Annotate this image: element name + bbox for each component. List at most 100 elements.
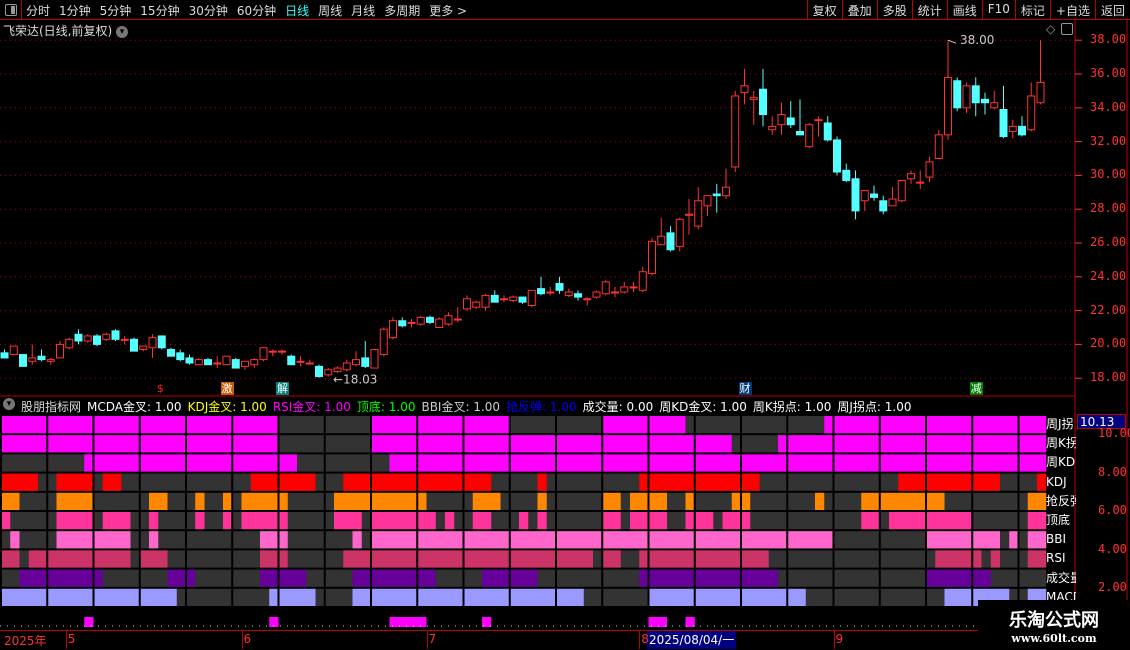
candle-body xyxy=(352,359,360,366)
toolbar-button[interactable]: +自选 xyxy=(1049,0,1095,20)
period-tab[interactable]: 1分钟 xyxy=(59,4,91,18)
panel-icon[interactable] xyxy=(1061,23,1073,35)
candle xyxy=(500,295,508,303)
indicator-value: RSI金叉: 1.00 xyxy=(272,400,351,414)
candle xyxy=(860,190,869,211)
candle-body xyxy=(638,271,647,291)
band-label: KDJ xyxy=(1046,474,1067,489)
toolbar-button[interactable]: 多股 xyxy=(876,0,912,20)
candle xyxy=(305,359,314,365)
band-segment xyxy=(1,550,20,568)
candle xyxy=(176,349,185,362)
toolbar-button[interactable]: 统计 xyxy=(911,0,947,20)
chevron-down-icon[interactable]: ▾ xyxy=(116,25,129,38)
candle-body xyxy=(888,198,897,207)
candle-body xyxy=(139,345,148,350)
candle xyxy=(379,327,388,357)
indicator-value: 顶底: 1.00 xyxy=(356,400,416,414)
layout-toggle-button[interactable] xyxy=(0,0,22,20)
band-label: 成交量 xyxy=(1046,570,1076,585)
band-segment xyxy=(639,569,778,587)
period-tab[interactable]: 15分钟 xyxy=(140,4,180,18)
chart-canvas[interactable]: 38.00 ←18.03 xyxy=(0,20,1130,630)
candle-body xyxy=(296,360,305,363)
candle-body xyxy=(786,117,795,126)
band-background xyxy=(1,473,1046,491)
candle xyxy=(93,334,101,347)
candle xyxy=(259,347,268,362)
band-label: RSI xyxy=(1046,551,1066,566)
candle-body xyxy=(194,359,203,366)
candle xyxy=(842,163,851,183)
toolbar-button[interactable]: F10 xyxy=(981,0,1015,20)
band-segment xyxy=(84,454,297,472)
candle xyxy=(611,286,619,298)
candle xyxy=(287,354,296,366)
candle xyxy=(509,295,518,303)
period-tab[interactable]: 月线 xyxy=(351,4,376,18)
stock-title[interactable]: 飞荣达(日线,前复权) ▾ xyxy=(3,22,129,39)
toolbar-button[interactable]: 标记 xyxy=(1014,0,1050,20)
candle xyxy=(796,99,804,136)
candle xyxy=(324,368,333,377)
toolbar-button[interactable]: 返回 xyxy=(1094,0,1130,20)
candle xyxy=(879,195,888,215)
candle-body xyxy=(130,338,138,352)
candle-body xyxy=(860,190,869,202)
candle xyxy=(222,355,231,366)
toolbar-button[interactable]: 画线 xyxy=(946,0,982,20)
candle-body xyxy=(9,345,18,356)
candle xyxy=(833,136,841,176)
candle xyxy=(19,354,27,367)
period-tab[interactable]: 更多 > xyxy=(429,4,468,18)
indicator-tick-label: 8.00 xyxy=(1098,464,1127,479)
candle xyxy=(398,317,407,328)
candle-body xyxy=(268,350,277,353)
band-segment xyxy=(685,512,714,530)
candle-body xyxy=(703,195,712,207)
toolbar-button[interactable]: 叠加 xyxy=(841,0,877,20)
candle xyxy=(426,315,434,325)
candle xyxy=(620,281,629,294)
candle-body xyxy=(1008,125,1017,132)
candle-body xyxy=(435,318,444,328)
candle-body xyxy=(546,291,555,294)
period-tab[interactable]: 5分钟 xyxy=(99,4,132,18)
band-segment xyxy=(269,588,316,606)
candle xyxy=(574,290,582,301)
signal-marker: 解 xyxy=(276,382,289,395)
candle-body xyxy=(56,343,64,359)
period-tab[interactable]: 周线 xyxy=(318,4,343,18)
band-segment xyxy=(472,512,492,530)
toolbar-button[interactable]: 复权 xyxy=(806,0,842,20)
period-tab[interactable]: 日线 xyxy=(285,4,310,18)
band-segment xyxy=(778,435,1047,453)
candle xyxy=(463,295,471,311)
candle xyxy=(490,290,499,303)
month-label: 6 xyxy=(243,632,252,646)
band-segment xyxy=(102,473,122,491)
price-tick-label: 30.00 xyxy=(1090,167,1127,182)
period-tab[interactable]: 30分钟 xyxy=(188,4,228,18)
band-segment xyxy=(861,492,945,510)
candle xyxy=(194,357,203,366)
candle xyxy=(481,293,490,311)
candle-body xyxy=(990,102,999,109)
period-tab[interactable]: 60分钟 xyxy=(236,4,277,18)
period-tab[interactable]: 多周期 xyxy=(384,4,421,18)
diamond-icon[interactable]: ◇ xyxy=(1046,22,1056,36)
band-segment xyxy=(149,512,159,530)
candle xyxy=(768,116,777,135)
candle xyxy=(971,77,980,117)
candle-body xyxy=(574,293,582,298)
chevron-down-icon[interactable]: ▾ xyxy=(3,398,15,410)
band-segment xyxy=(195,512,205,530)
indicator-name[interactable]: 股朋指标网 xyxy=(21,400,82,414)
candle-body xyxy=(361,357,370,367)
band-segment xyxy=(1027,492,1047,510)
candle xyxy=(740,68,749,105)
year-label: 2025年 xyxy=(4,634,47,648)
band-segment xyxy=(639,473,760,491)
candle xyxy=(28,344,37,365)
period-tab[interactable]: 分时 xyxy=(26,4,51,18)
